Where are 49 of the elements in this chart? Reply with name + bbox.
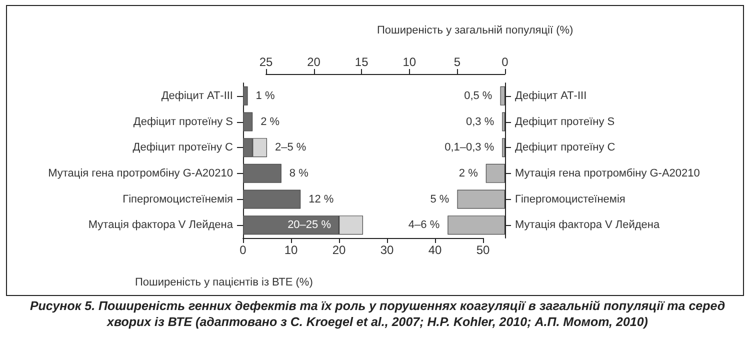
bar — [243, 190, 301, 209]
bar — [243, 164, 282, 183]
data-label: 12 % — [308, 193, 334, 206]
y-tick-label: Гіпергомоцистеїнемія — [515, 193, 626, 206]
x-tick-label: 15 — [354, 55, 369, 69]
x-tick-label: 0 — [502, 55, 509, 69]
bar — [448, 216, 505, 235]
x-tick-label: 0 — [240, 243, 247, 257]
x-tick-label: 20 — [307, 55, 321, 69]
bar — [502, 138, 505, 158]
y-tick-label: Гіпергомоцистеїнемія — [122, 193, 234, 206]
y-tick-label: Дефіцит протеїну С — [515, 142, 616, 154]
y-tick-label: Дефіцит АТ-III — [515, 90, 587, 102]
y-tick-label: Дефіцит протеїну S — [133, 116, 233, 128]
data-label: 5 % — [430, 193, 450, 206]
bar — [457, 190, 505, 209]
annotation: 2–5 % — [275, 142, 306, 154]
x-tick-label: 25 — [259, 55, 273, 69]
y-tick-label: Дефіцит протеїну С — [132, 142, 234, 154]
bar — [500, 86, 505, 106]
x-tick-label: 5 — [454, 55, 461, 69]
annotation: 20–25 % — [288, 219, 332, 232]
x-tick-label: 30 — [380, 243, 394, 257]
x-tick-label: 50 — [476, 243, 490, 257]
data-label: 1 % — [256, 90, 275, 102]
data-label: 0,5 % — [464, 90, 492, 102]
y-tick-label: Мутація фактора V Лейдена — [515, 219, 660, 232]
x-axis-title: Поширеність у загальній популяції (%) — [377, 24, 574, 36]
y-tick-label: Дефіцит АТ-III — [161, 90, 233, 102]
y-tick-label: Мутація гена протромбіну G-A20210 — [48, 167, 233, 180]
data-label: 2 % — [260, 116, 280, 128]
y-tick-label: Дефіцит протеїну S — [515, 116, 615, 128]
x-tick-label: 20 — [332, 243, 346, 257]
x-tick-label: 40 — [428, 243, 442, 257]
y-tick-label: Мутація гена протромбіну G-A20210 — [515, 167, 700, 180]
bar — [502, 112, 505, 132]
data-label: 0,3 % — [466, 116, 494, 128]
x-axis-title: Поширеність у пацієнтів із ВТЕ (%) — [135, 276, 313, 288]
annotation: 0,1–0,3 % — [444, 142, 494, 154]
bar — [243, 86, 248, 106]
data-label: 8 % — [289, 167, 309, 180]
x-tick-label: 10 — [284, 243, 298, 257]
data-label: 2 % — [458, 167, 478, 180]
bar — [243, 112, 253, 132]
bar — [486, 164, 505, 183]
x-tick-label: 10 — [402, 55, 416, 69]
annotation: 4–6 % — [408, 219, 440, 232]
text: Рисунок 5. Поширеність генних дефектів та їх роль у порушеннях коагуляції в загальній популяції та серед хворих із ВТЕ (адаптовано з С. Kroegel et al., 2007; H.P. Kohler, 2010; А.П. Момот, 2010) — [28, 298, 726, 330]
y-tick-label: Мутація фактора V Лейдена — [88, 219, 234, 232]
